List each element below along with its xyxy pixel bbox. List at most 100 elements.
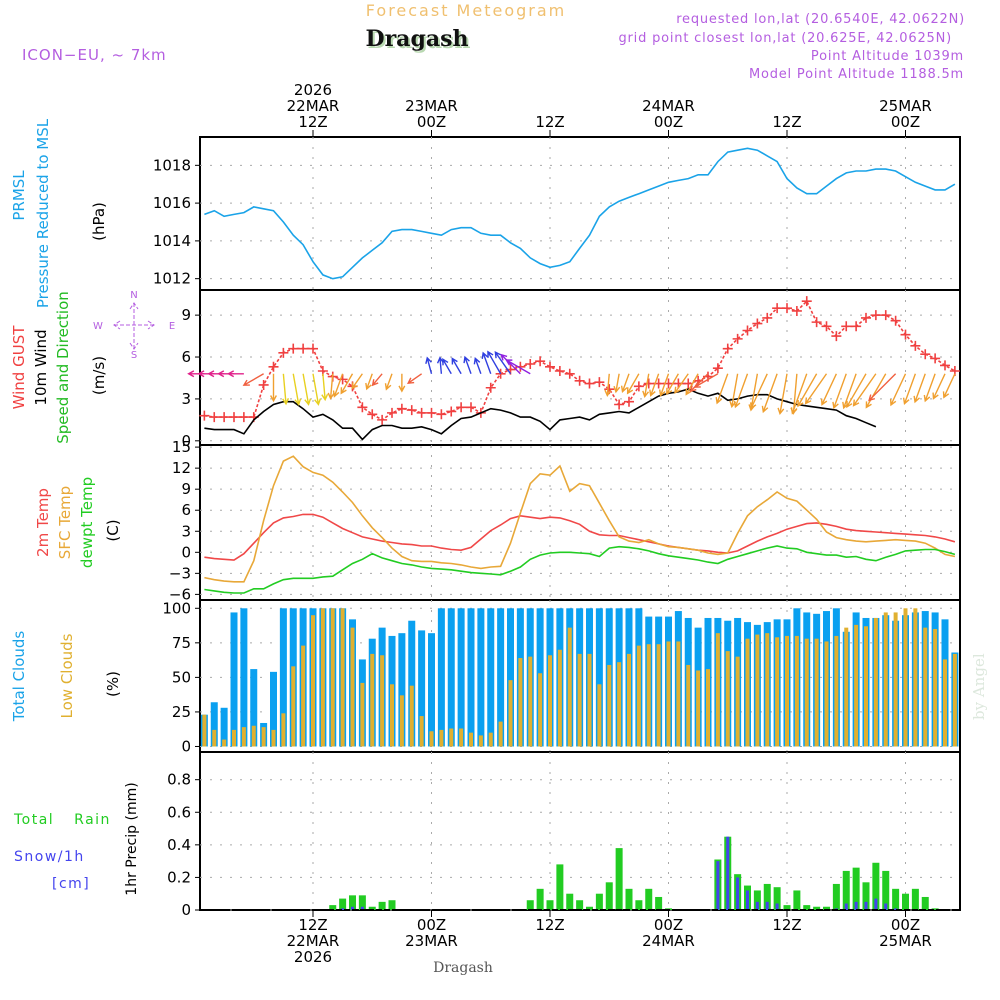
panel-frame: [199, 289, 961, 446]
y-tick-label: 6: [181, 501, 191, 519]
wind-direction-arrow: [804, 373, 828, 405]
low-clouds-bar: [488, 732, 493, 747]
top-time-label: 00Z: [891, 113, 920, 131]
y-tick-label: −6: [169, 585, 191, 603]
total-clouds-bar: [437, 608, 445, 747]
rain-bar: [368, 906, 376, 910]
gust-marker: [890, 315, 901, 326]
gust-marker: [525, 359, 536, 370]
low-clouds-bar: [548, 655, 552, 747]
panel-frame: [199, 751, 961, 911]
compass-south: S: [131, 350, 137, 361]
gust-marker: [278, 347, 289, 358]
snow-bar: [765, 901, 769, 910]
gust-marker: [811, 317, 822, 328]
gust-marker: [791, 305, 802, 316]
gust-marker: [535, 356, 546, 367]
rain-bar: [921, 896, 929, 910]
rain-bar: [566, 893, 574, 910]
low-clouds-bar: [656, 644, 661, 747]
snow-bar: [775, 903, 779, 910]
total-clouds-bar: [467, 608, 475, 747]
top-time-label: 12Z: [298, 113, 327, 131]
top-time-label: 12Z: [535, 113, 564, 131]
total-clouds-bar: [240, 608, 248, 747]
location-title: Dragash: [366, 26, 469, 52]
wind-direction-arrow: [846, 373, 867, 409]
gust-marker: [495, 368, 506, 379]
gust-marker: [801, 296, 812, 307]
gust-marker: [554, 365, 565, 376]
snow-bar: [755, 901, 759, 910]
wind-direction-arrow: [913, 373, 926, 404]
low-clouds-bar: [567, 627, 572, 747]
rain-bar: [763, 883, 771, 910]
low-clouds-bar: [854, 624, 859, 747]
wind-direction-arrow: [242, 373, 264, 386]
gust-marker: [416, 407, 427, 418]
low-clouds-bar: [449, 728, 454, 747]
rain-bar: [882, 870, 890, 910]
low-clouds-bar: [676, 641, 681, 747]
wind-direction-arrow: [902, 373, 917, 406]
panel-pressure: 1012 1014 1016 1018 PRMSL Pressure Reduced to…: [10, 118, 961, 308]
low-clouds-bar: [706, 669, 710, 747]
axis-label-10m-wind: 10m Wind: [32, 329, 50, 405]
total-clouds-bar: [447, 608, 455, 747]
gust-marker: [851, 321, 862, 332]
wind-direction-arrow: [384, 373, 393, 391]
snow-bar: [351, 906, 354, 910]
low-clouds-bar: [617, 662, 622, 747]
low-clouds-bar: [409, 685, 414, 747]
wind-direction-arrow: [365, 373, 373, 391]
super-title: Forecast Meteogram: [366, 1, 566, 20]
axis-label-total-clouds: Total Clouds: [10, 631, 28, 723]
low-clouds-bar: [419, 716, 424, 747]
rain-bar: [645, 888, 653, 910]
requested-coords: requested lon,lat (20.6540E, 42.0622N): [676, 12, 965, 27]
rain-bar: [388, 900, 396, 910]
low-clouds-bar: [202, 714, 207, 747]
low-clouds-bar: [794, 635, 799, 747]
axis-label-sfc-temp: SFC Temp: [56, 486, 74, 559]
low-clouds-bar: [834, 635, 839, 747]
low-clouds-bar: [340, 608, 345, 747]
low-clouds-bar: [261, 727, 266, 747]
rain-bar: [823, 906, 830, 910]
y-tick-label: 0: [181, 432, 191, 450]
bottom-time-label: 12Z: [535, 916, 564, 934]
low-clouds-bar: [439, 729, 444, 747]
low-clouds-bar: [844, 627, 849, 747]
top-time-label: 00Z: [417, 113, 446, 131]
wind-direction-arrow: [282, 373, 290, 406]
gust-marker: [712, 363, 723, 374]
low-clouds-bar: [538, 673, 543, 747]
gust-marker: [219, 412, 230, 423]
rain-bar: [595, 893, 603, 910]
model-altitude: Model Point Altitude 1188.5m: [749, 67, 964, 82]
rain-bar: [902, 893, 909, 910]
low-clouds-bar: [232, 729, 236, 747]
low-clouds-bar: [459, 728, 464, 747]
top-time-label: 2026: [294, 81, 332, 99]
low-clouds-bar: [281, 713, 286, 747]
rain-bar: [842, 870, 850, 910]
top-time-label: 22MAR: [287, 97, 340, 115]
y-tick-label: 12: [172, 459, 191, 477]
compass-east: E: [169, 321, 175, 332]
gust-marker: [722, 343, 733, 354]
wind-direction-arrow: [500, 353, 521, 375]
top-time-label: 12Z: [772, 113, 801, 131]
wind-direction-arrow: [442, 358, 452, 375]
snow-bar: [341, 908, 345, 910]
low-clouds-bar: [745, 638, 750, 747]
gust-marker: [910, 340, 921, 351]
gust-marker: [633, 381, 644, 392]
wind-direction-arrow: [685, 373, 699, 396]
low-clouds-bar: [735, 656, 740, 747]
wind-direction-arrow: [932, 373, 946, 400]
snow-bar: [360, 906, 364, 910]
rain-bar: [536, 888, 544, 910]
total-clouds-bar: [457, 608, 465, 747]
rain-bar: [358, 895, 366, 910]
